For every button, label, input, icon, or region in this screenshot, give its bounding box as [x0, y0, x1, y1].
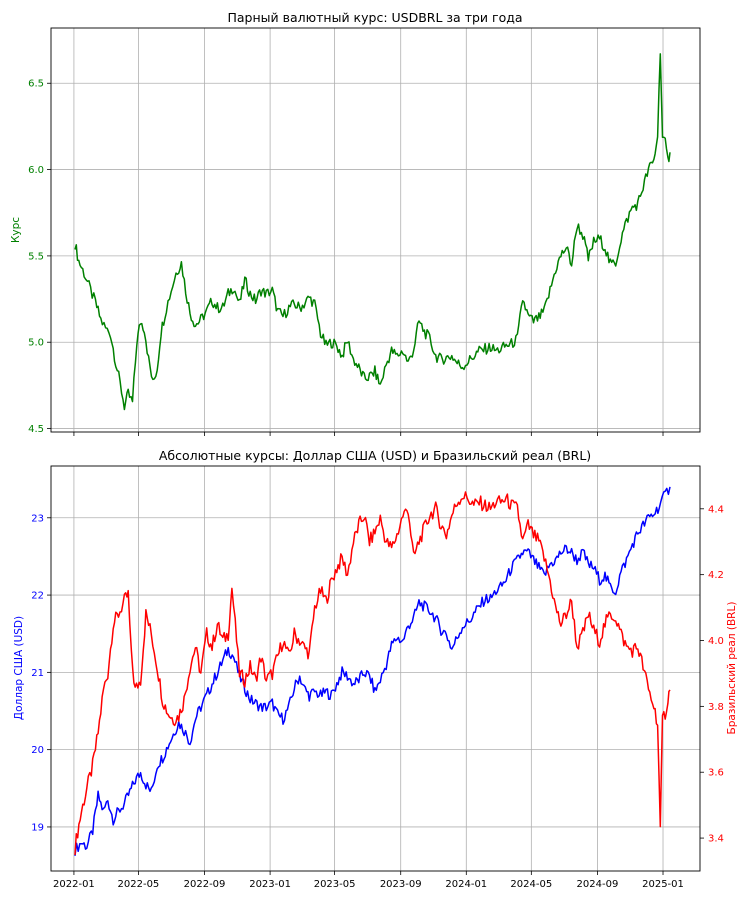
x-tick-label: 2022-01 [53, 879, 95, 890]
plot-frame [50, 465, 701, 872]
y-tick-label-right: 3.8 [708, 702, 724, 713]
y-tick-label: 20 [31, 745, 44, 756]
y-tick-label: 6.5 [28, 79, 44, 90]
y-axis-ticks-right: 3.4 3.6 3.8 4.0 4.2 4.4 [700, 504, 724, 845]
y-tick-label: 5.0 [28, 338, 44, 349]
y-tick-label: 4.5 [28, 424, 44, 435]
plot-frame [50, 27, 701, 433]
x-tick-label: 2024-05 [510, 879, 552, 890]
x-tick-label: 2025-01 [642, 879, 684, 890]
y-tick-label: 21 [31, 668, 44, 679]
x-tick-label: 2022-05 [118, 879, 160, 890]
series-line-brl [74, 491, 671, 856]
grid-lines [51, 28, 700, 432]
y-tick-label: 23 [31, 513, 44, 524]
panel-absolute-rates: Абсолютные курсы: Доллар США (USD) и Бра… [13, 448, 738, 890]
panel-pair-rate: Парный валютный курс: USDBRL за три года… [10, 10, 701, 436]
y-tick-label: 19 [31, 822, 44, 833]
x-tick-label: 2023-05 [314, 879, 356, 890]
y-tick-label-right: 4.4 [708, 504, 724, 515]
grid-lines [51, 466, 700, 871]
y-tick-label: 5.5 [28, 251, 44, 262]
y-tick-label-right: 4.0 [708, 636, 724, 647]
x-tick-label: 2024-09 [577, 879, 619, 890]
y-axis-ticks: 4.5 5.0 5.5 6.0 6.5 [28, 79, 51, 435]
chart-title: Абсолютные курсы: Доллар США (USD) и Бра… [159, 448, 591, 463]
y-axis-label: Курс [10, 217, 22, 243]
chart-title: Парный валютный курс: USDBRL за три года [227, 10, 522, 25]
y-tick-label: 22 [31, 591, 44, 602]
y-axis-label-left: Доллар США (USD) [13, 616, 25, 720]
x-tick-label: 2022-09 [184, 879, 226, 890]
y-tick-label-right: 4.2 [708, 570, 724, 581]
y-axis-ticks-left: 19 20 21 22 23 [31, 513, 51, 833]
series-line-usdbrl [74, 53, 671, 411]
y-tick-label-right: 3.6 [708, 768, 724, 779]
x-tick-label: 2023-01 [249, 879, 291, 890]
x-tick-label: 2024-01 [445, 879, 487, 890]
x-axis-ticks [73, 432, 664, 436]
series-line-usd [74, 486, 671, 856]
y-tick-label-right: 3.4 [708, 834, 724, 845]
y-axis-label-right: Бразильский реал (BRL) [726, 602, 738, 735]
y-tick-label: 6.0 [28, 165, 44, 176]
x-tick-label: 2023-09 [380, 879, 422, 890]
x-axis-ticks: 2022-01 2022-05 2022-09 2023-01 2023-05 2023-… [53, 871, 684, 890]
